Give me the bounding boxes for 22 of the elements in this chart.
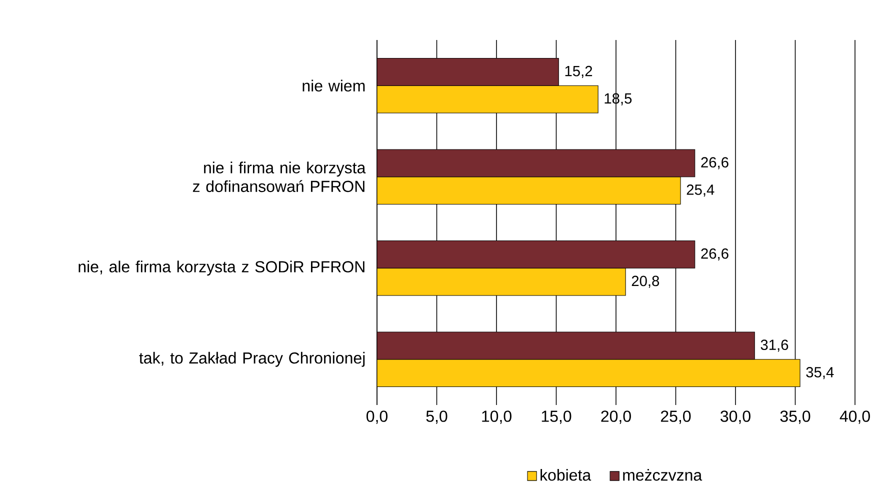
- x-tick-label: 15,0: [542, 410, 572, 424]
- data-label: 25,4: [686, 184, 714, 197]
- legend-label: kobieta: [540, 469, 592, 481]
- x-tick-label: 30,0: [720, 410, 750, 424]
- data-label: 20,8: [632, 276, 660, 288]
- x-tick-label: 25,0: [660, 410, 691, 424]
- y-tick-label: tak, to Zakład Pracy Chronionej: [139, 352, 365, 367]
- y-tick-label: nie, ale firma korzysta z SODiR PFRON: [78, 260, 364, 276]
- y-tick-label: nie i firma nie korzysta z dofinansowań PFRON: [192, 162, 366, 192]
- data-label: 35,4: [806, 367, 834, 380]
- data-label: 26,6: [701, 248, 728, 261]
- data-label: 31,6: [760, 340, 788, 352]
- x-tick-label: 10,0: [482, 410, 512, 424]
- y-tick-label: nie wiem: [302, 80, 365, 92]
- x-tick-label: 35,0: [780, 410, 810, 424]
- x-tick-label: 20,0: [601, 410, 631, 424]
- x-tick-label: 5,0: [426, 410, 448, 424]
- data-label: 15,2: [565, 66, 592, 78]
- x-tick-label: 0,0: [366, 410, 388, 424]
- legend-label: meżczvzna: [623, 469, 702, 481]
- data-label: 26,6: [701, 157, 728, 170]
- x-tick-label: 40,0: [840, 410, 870, 424]
